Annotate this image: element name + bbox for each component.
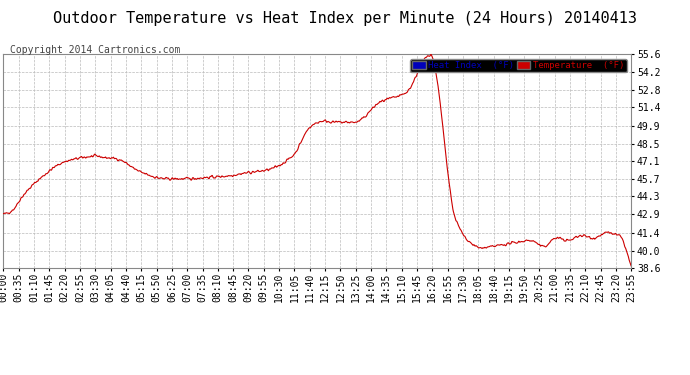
Text: Outdoor Temperature vs Heat Index per Minute (24 Hours) 20140413: Outdoor Temperature vs Heat Index per Mi… (53, 11, 637, 26)
Legend: Heat Index  (°F), Temperature  (°F): Heat Index (°F), Temperature (°F) (410, 59, 627, 72)
Text: Copyright 2014 Cartronics.com: Copyright 2014 Cartronics.com (10, 45, 181, 55)
